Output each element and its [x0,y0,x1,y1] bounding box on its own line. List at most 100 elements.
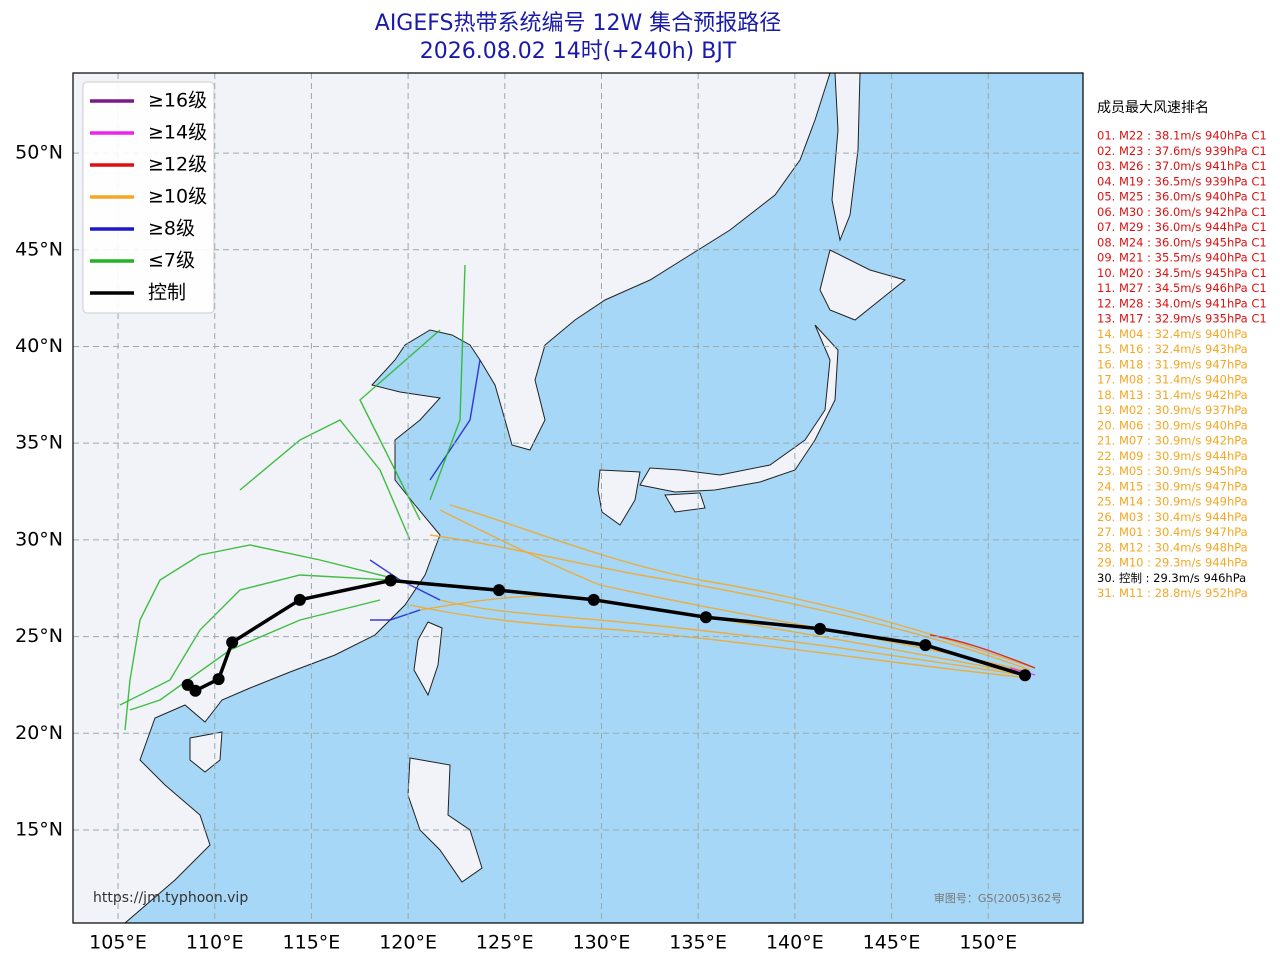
title: AIGEFS热带系统编号 12W 集合预报路径 [375,11,781,36]
x-tick-label: 115°E [283,932,341,954]
ranking-entry: 04. M19 : 36.5m/s 939hPa C1 [1097,174,1267,188]
ranking-entry: 21. M07 : 30.9m/s 942hPa [1097,434,1248,448]
ranking-entry: 29. M10 : 29.3m/s 944hPa [1097,556,1248,570]
ranking-entry: 11. M27 : 34.5m/s 946hPa C1 [1097,281,1267,295]
x-tick-label: 120°E [379,932,437,954]
kyushu [597,469,641,526]
legend-label: ≥10级 [148,186,207,208]
y-tick-label: 20°N [15,722,63,744]
ensemble-track [439,599,1031,677]
ranking-entry: 03. M26 : 37.0m/s 941hPa C1 [1097,159,1267,173]
y-tick-label: 15°N [15,818,63,840]
taiwan [413,621,443,697]
control-track-point [1018,669,1031,682]
ranking-entry: 13. M17 : 32.9m/s 935hPa C1 [1097,312,1267,326]
ensemble-track [359,329,441,521]
legend-label: ≥8级 [148,218,195,240]
y-tick-label: 50°N [15,142,63,164]
ensemble-track [370,609,421,621]
ranking-entry: 23. M05 : 30.9m/s 945hPa [1097,464,1248,478]
ranking-title: 成员最大风速排名 [1097,100,1209,116]
ranking-entry: 31. M11 : 28.8m/s 952hPa [1097,586,1248,600]
y-tick-label: 25°N [15,625,63,647]
ensemble-track [929,634,1036,669]
ranking-entry: 02. M23 : 37.6m/s 939hPa C1 [1097,144,1267,158]
ensemble-track [409,604,1031,679]
legend-label: 控制 [148,282,186,304]
ensemble-track [449,504,1036,669]
legend-label: ≤7级 [148,250,195,272]
legend-label: ≥12级 [148,154,207,176]
x-tick-label: 145°E [863,932,921,954]
ranking: 成员最大风速排名 01. M22 : 38.1m/s 940hPa C102. … [1097,100,1267,600]
legend-label: ≥14级 [148,122,207,144]
x-tick-label: 110°E [186,932,244,954]
ensemble-track [239,419,411,541]
ranking-entry: 17. M08 : 31.4m/s 940hPa [1097,373,1248,387]
ensemble-track [429,359,481,481]
control-track-point [212,673,225,686]
ensemble-track [119,574,391,706]
sakhalin [831,73,861,242]
ranking-entry: 16. M18 : 31.9m/s 947hPa [1097,357,1248,371]
ensemble-track [124,544,401,731]
ranking-entry: 26. M03 : 30.4m/s 944hPa [1097,510,1248,524]
approval-number: 审图号：GS(2005)362号 [934,891,1062,905]
shikoku [664,492,706,513]
subtitle: 2026.08.02 14时(+240h) BJT [420,39,737,64]
control-track-point [493,584,506,597]
y-tick-label: 40°N [15,335,63,357]
control-track-point [919,639,932,652]
ranking-entry: 20. M06 : 30.9m/s 940hPa [1097,418,1248,432]
ranking-entry: 08. M24 : 36.0m/s 945hPa C1 [1097,235,1267,249]
ensemble-tracks [119,264,1036,731]
control-track-point [293,593,306,606]
y-tick-label: 45°N [15,238,63,260]
control-track-point [384,574,397,587]
luzon [407,757,483,883]
legend-box [82,81,215,314]
map-area [73,73,1083,923]
map-frame [72,72,1084,924]
ranking-entry: 28. M12 : 30.4m/s 948hPa [1097,540,1248,554]
ranking-entry: 10. M20 : 34.5m/s 945hPa C1 [1097,266,1267,280]
control-track-point [181,678,194,691]
ranking-entry: 22. M09 : 30.9m/s 944hPa [1097,449,1248,463]
control-track-point [699,611,712,624]
control-track-point [814,622,827,635]
ranking-entry: 09. M21 : 35.5m/s 940hPa C1 [1097,251,1267,265]
x-tick-label: 105°E [89,932,147,954]
x-tick-label: 150°E [959,932,1017,954]
ranking-entry: 12. M28 : 34.0m/s 941hPa C1 [1097,296,1267,310]
control-track-point [226,636,239,649]
control-track-point [587,593,600,606]
ranking-entry: 15. M16 : 32.4m/s 943hPa [1097,342,1248,356]
ranking-entry: 06. M30 : 36.0m/s 942hPa C1 [1097,205,1267,219]
ranking-entry: 19. M02 : 30.9m/s 937hPa [1097,403,1248,417]
ranking-entry: 27. M01 : 30.4m/s 947hPa [1097,525,1248,539]
y-tick-label: 30°N [15,528,63,550]
x-tick-label: 135°E [669,932,727,954]
x-tick-label: 125°E [476,932,534,954]
url: https://jm.typhoon.vip [93,890,248,906]
control-track [181,574,1031,697]
grid: 105°E 110°E 115°E 120°E 125°E 130°E 135°E 140°E… [15,73,1083,954]
ranking-entry: 24. M15 : 30.9m/s 947hPa [1097,479,1248,493]
ranking-entry: 25. M14 : 30.9m/s 949hPa [1097,495,1248,509]
ranking-entry: 01. M22 : 38.1m/s 940hPa C1 [1097,129,1267,143]
mainland [73,73,831,923]
ranking-entry: 14. M04 : 32.4m/s 940hPa [1097,327,1248,341]
legend-label: ≥16级 [148,90,207,112]
ranking-entry: 05. M25 : 36.0m/s 940hPa C1 [1097,190,1267,204]
ensemble-track [429,534,1031,671]
x-tick-label: 140°E [766,932,824,954]
hokkaido [819,249,907,321]
ranking-entry: 30. 控制 : 29.3m/s 946hPa [1097,571,1246,585]
ensemble-track [429,264,466,501]
ranking-entry: 18. M13 : 31.4m/s 942hPa [1097,388,1248,402]
honshu [639,324,839,493]
x-tick-label: 130°E [573,932,631,954]
